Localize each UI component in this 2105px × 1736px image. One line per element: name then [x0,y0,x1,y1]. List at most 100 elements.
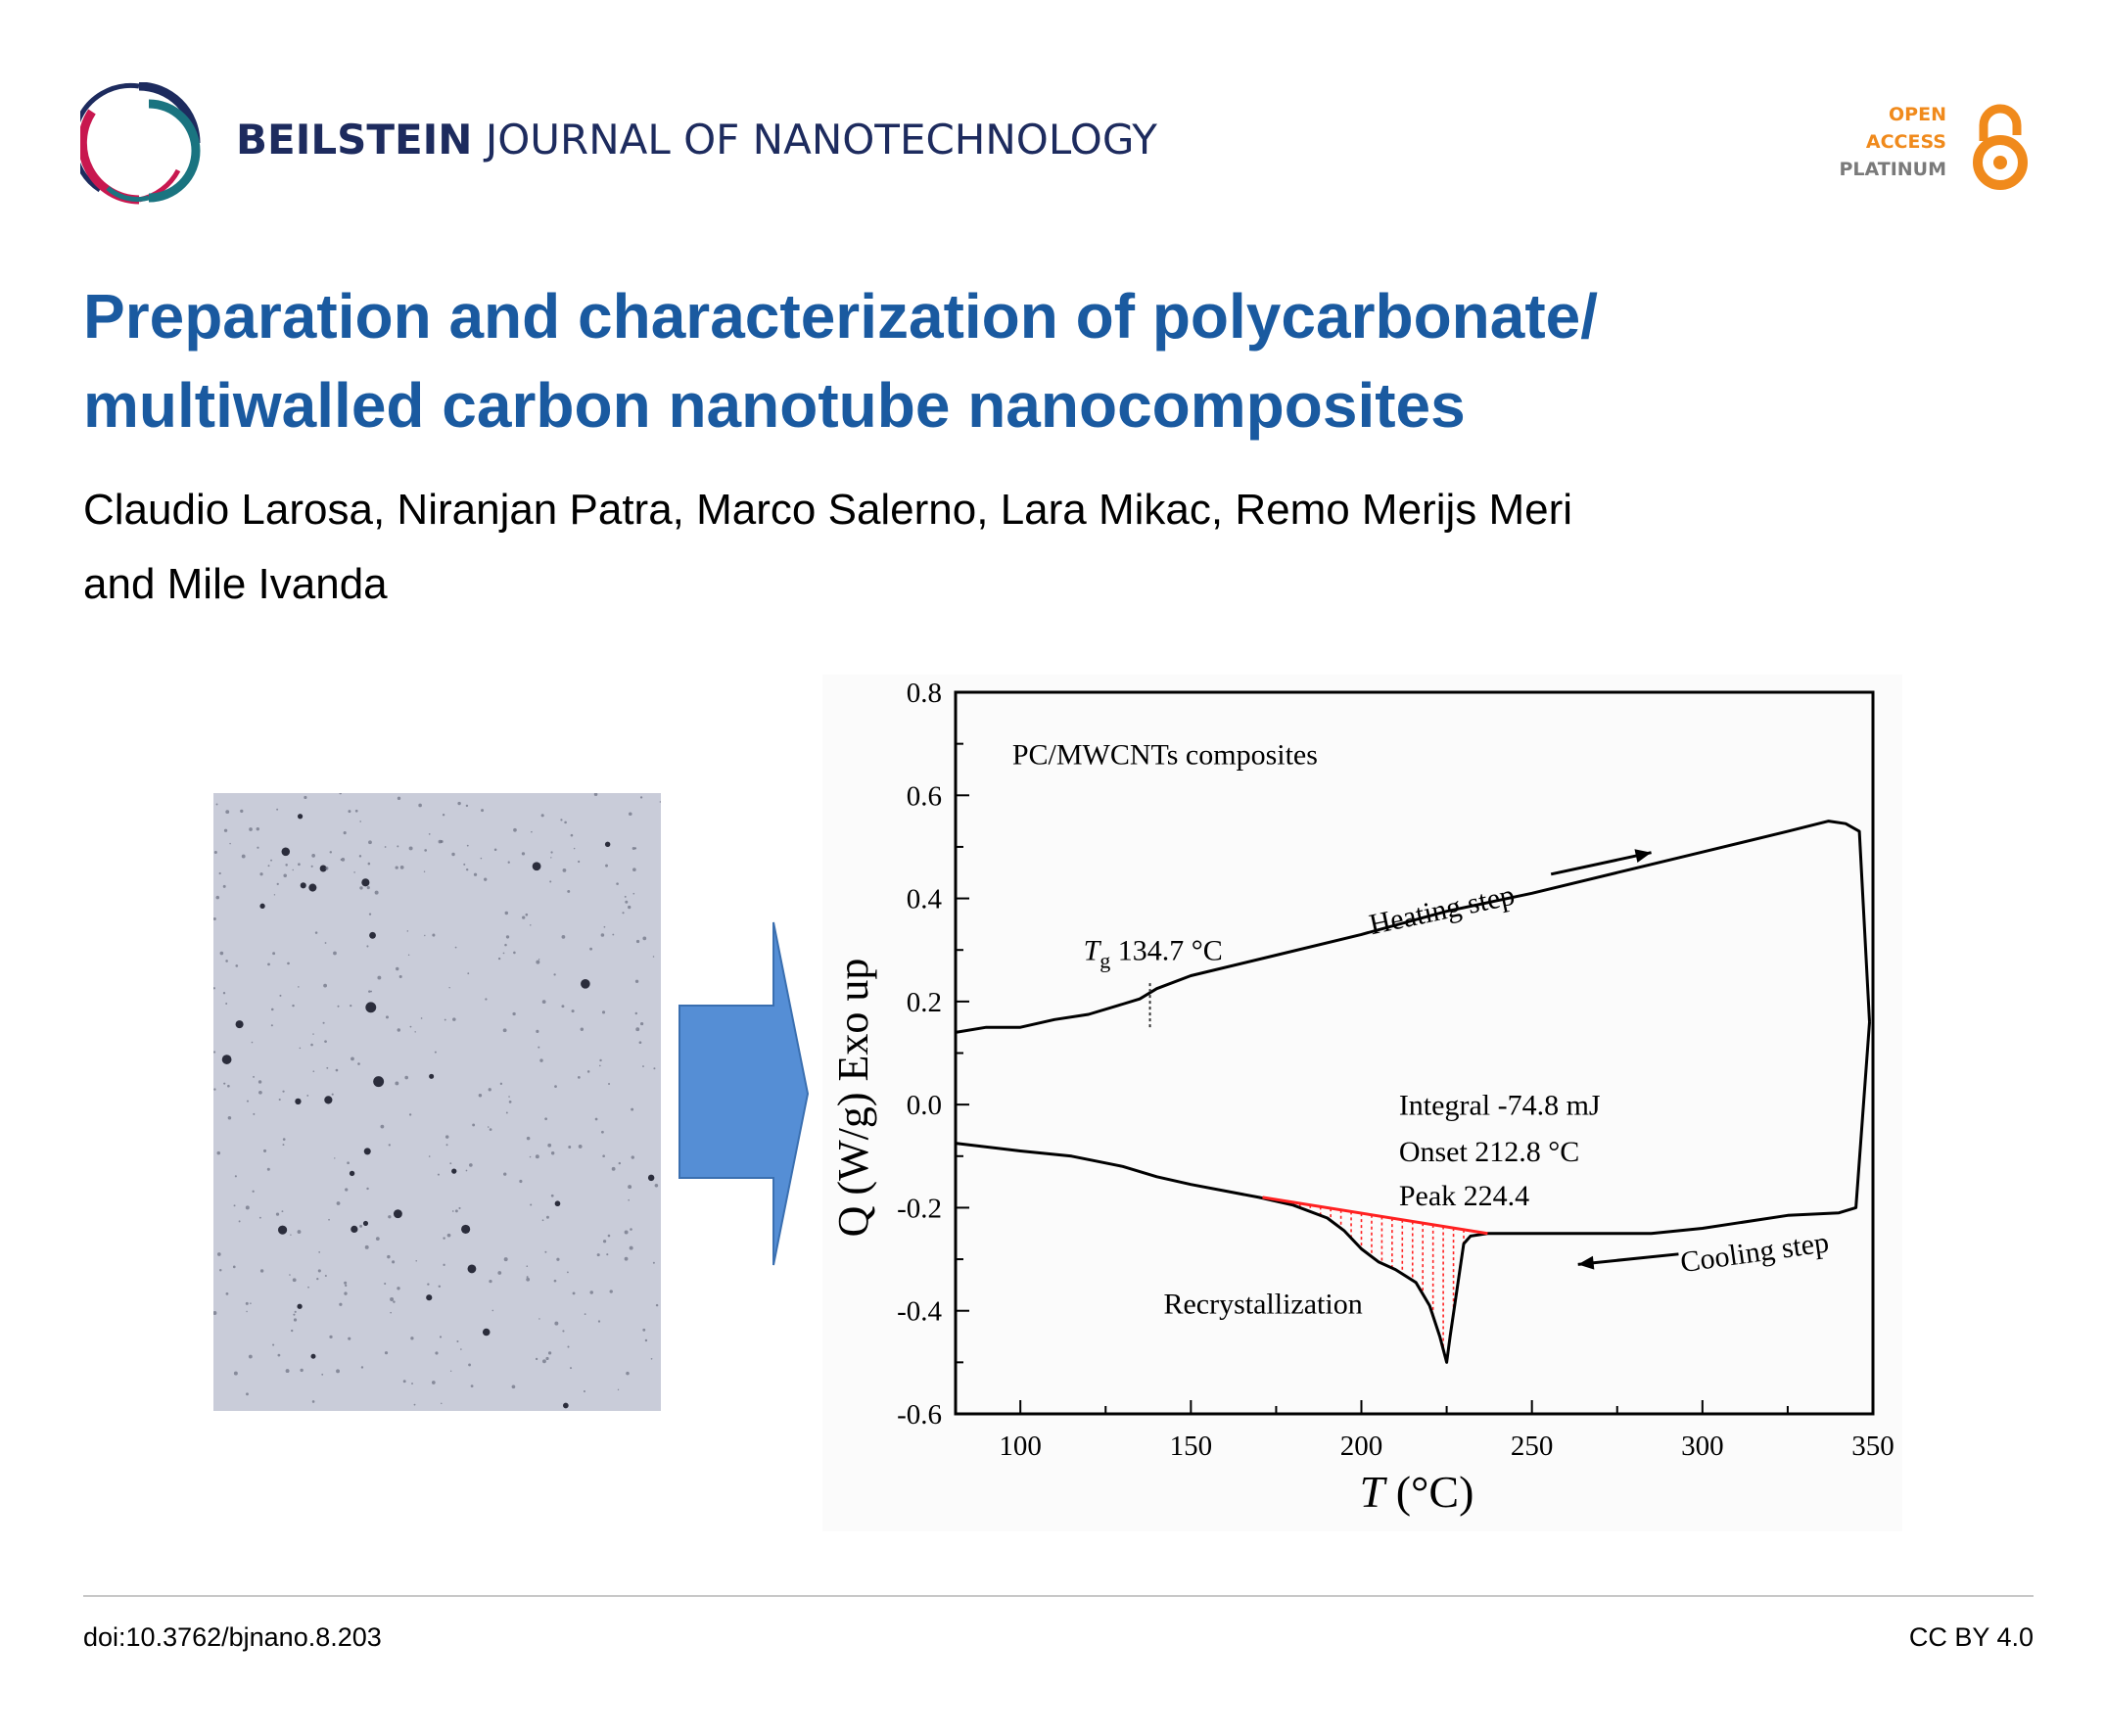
particle-dot [337,1005,340,1008]
particle-dot [385,1015,389,1019]
particle-dot [347,1161,350,1165]
particle-dot [370,990,373,993]
particle-dot [601,1130,604,1134]
particle-dot [291,1329,294,1333]
particle-dot [426,1294,433,1301]
particle-dot [234,1175,237,1178]
oa-open: OPEN [1889,104,1946,125]
particle-dot [541,1219,544,1222]
particle-dot [310,865,313,868]
particle-dot [333,951,337,956]
particle-dot [547,1351,552,1355]
particle-dot [307,1286,309,1289]
particle-dot [526,1276,529,1279]
particle-dot [603,925,606,928]
x-tick-label: 200 [1340,1431,1383,1462]
particle-dot [538,1318,540,1320]
particle-dot [443,1237,445,1240]
particle-dot [250,1302,252,1304]
particle-dot [655,1303,659,1307]
particle-dot [233,1204,236,1207]
particle-dot [635,1027,640,1032]
particle-dot [329,1335,333,1338]
particle-dot [270,859,273,862]
particle-dot [353,871,355,873]
particle-dot [241,854,246,859]
particle-dot [336,1201,341,1205]
authors-line-2: and Mile Ivanda [83,560,388,608]
particle-dot [213,1088,216,1091]
particle-dot [324,1274,327,1278]
particle-dot [402,1380,406,1384]
particle-dot [550,851,553,854]
particle-dot [362,1220,369,1226]
particle-dot [550,857,552,859]
particle-dot [485,998,488,1001]
particle-dot [508,1096,510,1098]
particle-dot [628,905,632,910]
particle-dot [513,827,517,832]
particle-dot [598,1064,601,1067]
particle-dot [297,1230,302,1234]
particle-dot [535,1357,538,1361]
particle-dot [297,814,304,820]
particle-dot [397,796,401,801]
x-axis-label: T (°C) [1360,1467,1474,1517]
particle-dot [311,854,315,858]
particle-dot [638,1041,642,1045]
journal-name-bold: BEILSTEIN [236,116,473,164]
particle-dot [642,1065,644,1067]
particle-dot [451,1168,457,1174]
particle-dot [448,986,450,989]
particle-dot [612,933,615,936]
particle-dot [465,804,469,808]
particle-dot [629,812,632,817]
particle-dot [597,1320,601,1323]
particle-dot [310,1043,313,1047]
particle-dot [600,933,605,937]
particle-dot [608,1083,611,1086]
particle-dot [578,1145,583,1149]
particle-dot [246,1310,248,1313]
particle-dot [642,936,647,941]
particle-dot [360,1366,364,1369]
particle-dot [654,1184,659,1188]
particle-dot [530,1203,533,1206]
particle-dot [634,1011,638,1015]
particle-dot [339,793,342,795]
particle-dot [630,1228,632,1231]
particle-dot [606,1253,609,1256]
doi-link[interactable]: doi:10.3762/bjnano.8.203 [83,1622,382,1652]
particle-dot [238,1220,241,1223]
particle-dot [311,1400,315,1403]
particle-dot [300,882,306,889]
particle-dot [418,803,422,808]
particle-dot [363,1148,371,1155]
particle-dot [454,946,457,949]
particle-dot [287,962,290,965]
particle-dot [278,1098,281,1102]
particle-dot [398,974,402,979]
particle-dot [249,827,253,831]
particle-dot [392,1260,396,1264]
particle-dot [611,1166,616,1171]
particle-dot [289,1274,291,1276]
particle-dot [339,1302,343,1306]
particle-dot [554,1321,559,1326]
particle-dot [461,1224,471,1234]
particle-dot [503,1257,508,1262]
particle-dot [530,924,532,926]
particle-dot [562,1330,565,1333]
beilstein-logo-icon [80,82,201,205]
particle-dot [424,849,428,852]
particle-dot [652,956,655,958]
annotation-peak: Peak 224.4 [1399,1180,1529,1212]
particle-dot [367,862,371,866]
particle-dot [560,819,563,821]
particle-dot [263,1149,267,1152]
particle-dot [292,1004,295,1008]
particle-dot [567,1271,569,1274]
particle-dot [531,830,533,833]
particle-dot [639,796,643,799]
particle-dot [335,1068,339,1072]
